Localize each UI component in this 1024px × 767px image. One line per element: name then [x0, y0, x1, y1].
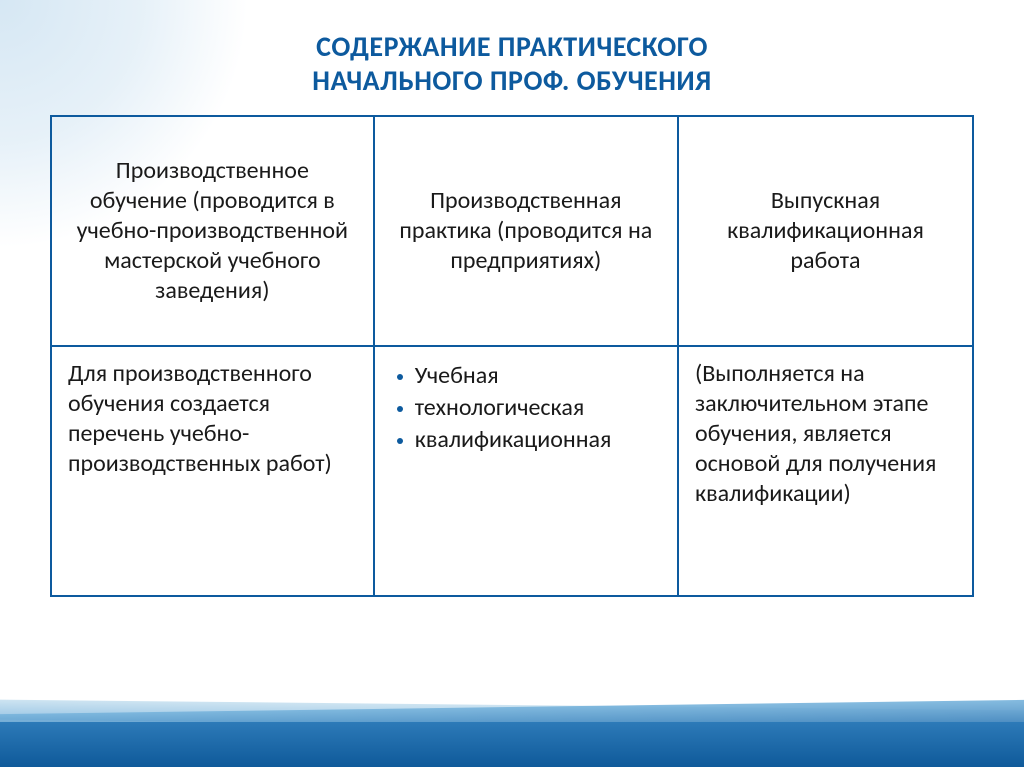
table-row: Для производственного обучения создается… [51, 346, 973, 596]
title-line-2: НАЧАЛЬНОГО ПРОФ. ОБУЧЕНИЯ [312, 63, 711, 98]
page-title: СОДЕРЖАНИЕ ПРАКТИЧЕСКОГО НАЧАЛЬНОГО ПРОФ… [50, 30, 974, 97]
cell-r1-c3: Выпускная квалификационная работа [678, 116, 973, 346]
cell-r2-c3: (Выполняется на заключительном этапе обу… [678, 346, 973, 596]
list-item: технологическая [397, 393, 661, 423]
cell-r1-c1: Производственное обучение (проводится в … [51, 116, 374, 346]
footer-bands [0, 697, 1024, 767]
cell-r2-c1: Для производственного обучения создается… [51, 346, 374, 596]
list-item: квалификационная [397, 425, 661, 455]
slide-content: СОДЕРЖАНИЕ ПРАКТИЧЕСКОГО НАЧАЛЬНОГО ПРОФ… [0, 0, 1024, 597]
list-item: Учебная [397, 361, 661, 391]
title-line-1: СОДЕРЖАНИЕ ПРАКТИЧЕСКОГО [316, 29, 708, 64]
content-table: Производственное обучение (проводится в … [50, 115, 974, 597]
cell-r1-c2: Производственная практика (проводится на… [374, 116, 678, 346]
table-row: Производственное обучение (проводится в … [51, 116, 973, 346]
practice-types-list: Учебная технологическая квалификационная [391, 361, 661, 455]
cell-r2-c2: Учебная технологическая квалификационная [374, 346, 678, 596]
